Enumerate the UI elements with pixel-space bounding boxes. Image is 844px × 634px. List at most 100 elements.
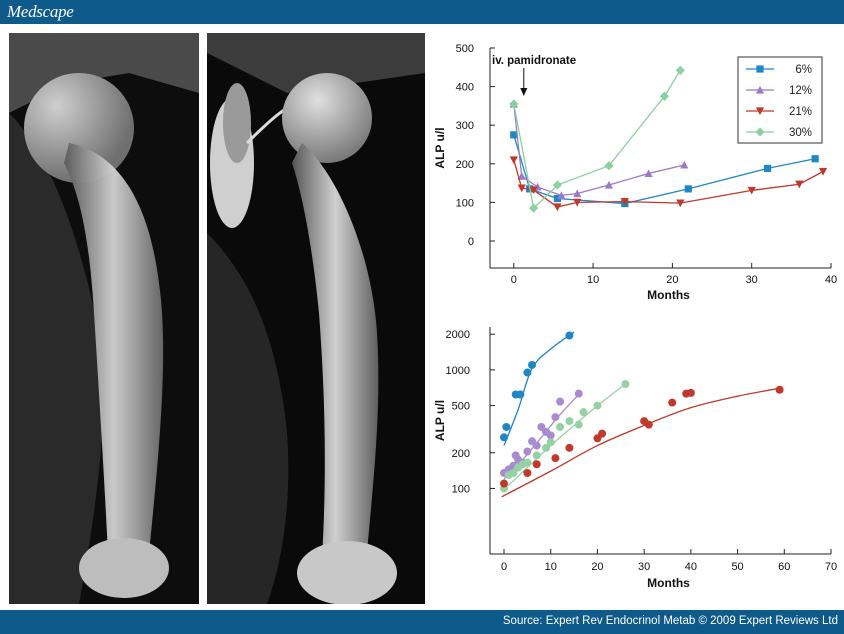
alp-line-chart-svg: 0 100 200 300 400 500 0 10 20 30 40 Months ALP u/l iv… — [433, 43, 837, 302]
data-point — [556, 397, 565, 406]
data-point — [553, 194, 562, 203]
series-3 — [500, 380, 630, 493]
data-point — [509, 468, 518, 477]
legend-marker — [756, 65, 764, 73]
series-1 — [500, 331, 575, 446]
data-point — [556, 422, 565, 431]
data-point — [684, 185, 692, 193]
annotation: iv. pamidronate — [492, 55, 576, 97]
annotation-arrowhead — [520, 88, 528, 97]
data-point — [500, 479, 509, 488]
data-point — [644, 169, 653, 178]
x-tick-label: 50 — [731, 561, 743, 573]
data-point — [546, 438, 555, 447]
y-tick-label: 400 — [456, 82, 474, 94]
data-point — [551, 413, 560, 422]
y-tick-label: 500 — [456, 43, 474, 55]
x-tick-label: 70 — [825, 561, 837, 573]
data-point — [680, 160, 689, 169]
data-point — [523, 468, 532, 477]
y-tick-label: 300 — [456, 120, 474, 132]
axes: 0 100 200 300 400 500 0 10 20 30 40 Months ALP u/l — [433, 43, 837, 302]
data-point — [542, 443, 551, 452]
series-line — [513, 70, 681, 210]
data-point — [818, 167, 828, 176]
source-credit: Source: Expert Rev Endocrinol Metab © 20… — [502, 615, 838, 627]
data-point — [517, 172, 526, 180]
data-point — [676, 199, 685, 208]
data-point — [644, 420, 653, 429]
data-point — [517, 184, 526, 193]
data-point — [528, 360, 537, 369]
data-point — [763, 164, 772, 173]
data-point — [668, 398, 677, 407]
data-point — [573, 198, 582, 207]
data-point — [557, 191, 566, 200]
y-tick-label: 100 — [452, 483, 470, 495]
data-point — [529, 203, 539, 213]
x-tick-label: 40 — [685, 561, 697, 573]
y-tick-label: 500 — [452, 401, 470, 413]
series-2 — [500, 389, 583, 480]
data-point — [573, 189, 582, 198]
annotation-text: iv. pamidronate — [492, 55, 576, 67]
data-point — [523, 368, 532, 377]
x-tick-label: 40 — [825, 274, 837, 286]
legend: 6% 12% 21% 30% — [737, 56, 823, 144]
x-tick-label: 60 — [778, 561, 790, 573]
data-point — [552, 180, 563, 190]
data-point — [620, 198, 629, 206]
data-point — [516, 390, 525, 399]
y-axis-title: ALP u/l — [433, 400, 447, 441]
data-point — [565, 331, 574, 340]
xray-image-left — [9, 33, 199, 604]
data-point — [509, 99, 519, 109]
data-point — [574, 420, 583, 429]
data-point — [811, 155, 819, 163]
data-point — [532, 441, 541, 450]
x-tick-label: 20 — [591, 561, 603, 573]
y-tick-label: 1000 — [446, 365, 470, 377]
data-point — [598, 429, 607, 438]
x-tick-label: 10 — [545, 561, 557, 573]
fit-curve — [501, 387, 780, 498]
data-point — [532, 460, 541, 469]
data-point — [604, 161, 614, 171]
data-point — [565, 443, 574, 452]
y-tick-label: 200 — [456, 159, 474, 171]
xray-left-picture — [9, 33, 199, 604]
x-tick-label: 20 — [666, 274, 678, 286]
legend-label: 6% — [795, 64, 812, 76]
data-point — [502, 422, 511, 431]
legend-marker — [755, 127, 765, 137]
data-point — [574, 389, 583, 398]
y-tick-label: 100 — [456, 197, 474, 209]
xray-image-right — [207, 33, 425, 604]
footer-bar: Source: Expert Rev Endocrinol Metab © 20… — [0, 610, 844, 634]
data-point — [546, 431, 555, 440]
x-axis-title: Months — [647, 576, 690, 590]
data-point — [593, 401, 602, 410]
data-point — [551, 454, 560, 463]
y-tick-label: 200 — [452, 448, 470, 460]
data-point — [775, 385, 784, 394]
data-point — [523, 458, 532, 467]
data-point — [509, 156, 518, 165]
x-tick-label: 0 — [501, 561, 507, 573]
legend-marker — [755, 85, 765, 94]
medscape-logo: Medscape — [7, 2, 74, 21]
data-point — [532, 451, 541, 460]
y-tick-label: 0 — [468, 236, 474, 248]
alp-log-scatter-chart-svg: 100 200 500 1000 2000 0 10 20 30 40 50 60 70 Months AL… — [433, 327, 837, 590]
series-4 — [500, 385, 784, 498]
header-bar: Medscape — [0, 0, 844, 24]
data-point — [795, 180, 804, 189]
series-21% — [509, 156, 828, 212]
series-12% — [509, 99, 689, 200]
legend-label: 30% — [789, 127, 812, 139]
legend-label: 21% — [789, 106, 812, 118]
alp-line-chart: 0 100 200 300 400 500 0 10 20 30 40 Months ALP u/l iv… — [428, 40, 844, 315]
x-tick-label: 0 — [511, 274, 517, 286]
legend-box — [737, 56, 823, 144]
data-point — [604, 180, 614, 189]
